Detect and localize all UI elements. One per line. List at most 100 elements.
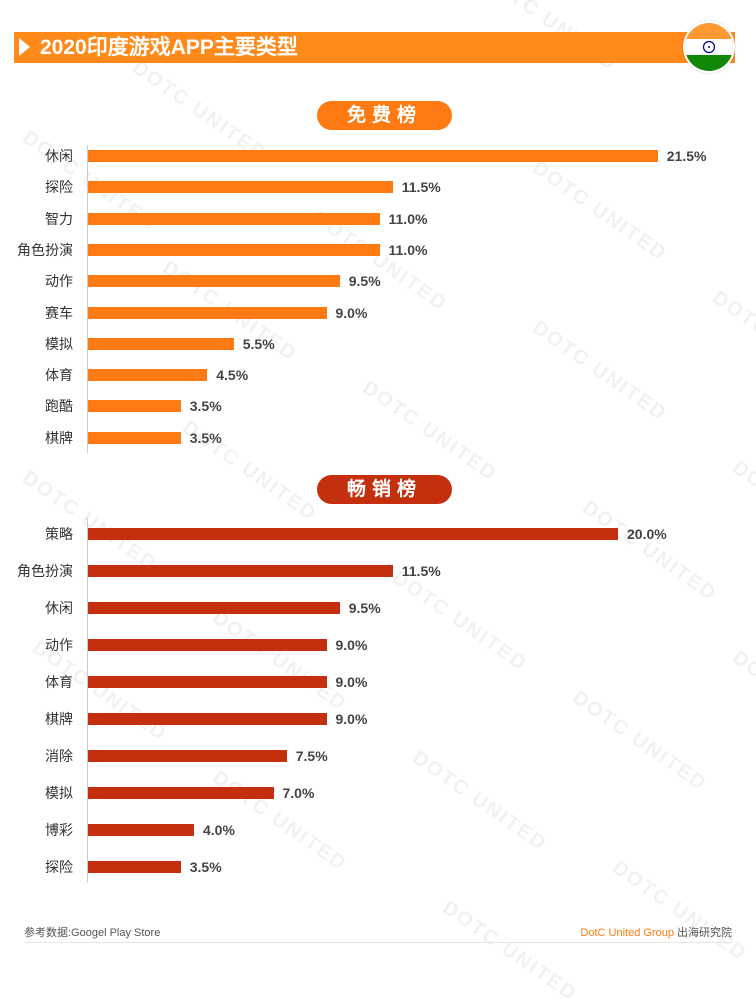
paid-value-label: 9.5%	[348, 600, 381, 616]
brand-credit: DotC United Group 出海研究院	[580, 924, 732, 940]
paid-category-label: 角色扮演	[17, 563, 73, 579]
free-value-label: 11.5%	[401, 179, 441, 196]
free-bar-row: 跑酷 3.5%	[0, 396, 756, 416]
free-bar	[88, 337, 234, 350]
free-bar	[88, 400, 181, 413]
brand-name: DotC United Group	[580, 927, 674, 939]
paid-category-label: 休闲	[45, 600, 73, 616]
free-bar-row: 赛车 9.0%	[0, 303, 756, 323]
paid-value-label: 4.0%	[203, 822, 235, 838]
free-bar-row: 角色扮演 11.0%	[0, 240, 756, 260]
paid-value-label: 7.0%	[282, 785, 315, 801]
watermark-text: DOTC UNITED	[728, 456, 756, 566]
paid-bar	[88, 824, 194, 836]
free-value-label: 9.0%	[335, 304, 368, 321]
free-value-label: 3.5%	[189, 429, 222, 446]
free-category-label: 角色扮演	[17, 241, 73, 258]
paid-bar-row: 消除 7.5%	[0, 746, 756, 766]
free-bar	[88, 150, 658, 162]
free-value-label: 4.5%	[216, 367, 249, 384]
paid-category-label: 动作	[45, 637, 73, 653]
paid-chart-axis	[87, 518, 88, 883]
free-value-label: 11.0%	[388, 210, 428, 227]
free-category-label: 动作	[45, 273, 73, 290]
source-note: 参考数据:Googel Play Store	[24, 927, 161, 939]
paid-value-label: 9.0%	[335, 711, 368, 727]
free-bar-row: 探险 11.5%	[0, 177, 756, 197]
free-bar	[88, 275, 340, 288]
free-category-label: 赛车	[45, 304, 73, 321]
paid-bar-row: 博彩 4.0%	[0, 820, 756, 840]
free-bar	[88, 181, 393, 194]
paid-value-label: 9.0%	[335, 674, 368, 690]
title-banner: 2020印度游戏APP主要类型	[14, 32, 735, 63]
paid-bar	[88, 565, 393, 577]
paid-bar-row: 角色扮演 11.5%	[0, 561, 756, 581]
paid-category-label: 体育	[45, 674, 73, 690]
free-bar	[88, 243, 380, 256]
free-category-label: 跑酷	[45, 398, 73, 415]
paid-bar-row: 探险 3.5%	[0, 857, 756, 877]
paid-bar-row: 策略 20.0%	[0, 524, 756, 544]
paid-bar-row: 休闲 9.5%	[0, 598, 756, 618]
paid-bar	[88, 750, 287, 762]
paid-bar-row: 体育 9.0%	[0, 672, 756, 692]
free-chart-axis	[87, 145, 88, 453]
paid-category-label: 棋牌	[45, 711, 73, 727]
watermark-text: DOTC UNITED	[578, 496, 721, 606]
page-title: 2020印度游戏APP主要类型	[40, 36, 298, 59]
paid-bar	[88, 639, 327, 651]
paid-bar-row: 棋牌 9.0%	[0, 709, 756, 729]
paid-category-label: 博彩	[45, 822, 73, 838]
free-bar-row: 动作 9.5%	[0, 271, 756, 291]
free-bar	[88, 306, 327, 319]
footer-divider	[24, 942, 732, 943]
paid-value-label: 11.5%	[401, 563, 441, 579]
free-category-label: 棋牌	[45, 429, 73, 446]
paid-bar-row: 动作 9.0%	[0, 635, 756, 655]
free-category-label: 探险	[45, 179, 73, 196]
institute-name: 出海研究院	[677, 927, 732, 939]
free-bar	[88, 431, 181, 444]
watermark-text: DOTC UNITED	[438, 896, 581, 1006]
watermark-text: DOTC UNITED	[568, 686, 711, 796]
free-bar	[88, 212, 380, 225]
watermark-text: DOTC UNITED	[208, 606, 351, 716]
paid-category-label: 探险	[45, 859, 73, 875]
paid-bar	[88, 787, 274, 799]
free-chart-title: 免费榜	[317, 101, 452, 130]
free-value-label: 9.5%	[348, 273, 381, 290]
free-value-label: 21.5%	[666, 148, 707, 164]
free-bar-row: 棋牌 3.5%	[0, 428, 756, 448]
paid-bar	[88, 602, 340, 614]
paid-bar-row: 模拟 7.0%	[0, 783, 756, 803]
paid-value-label: 9.0%	[335, 637, 368, 653]
free-category-label: 智力	[45, 210, 73, 227]
play-arrow-icon	[19, 38, 30, 56]
paid-value-label: 3.5%	[189, 859, 222, 875]
free-bar-row: 模拟 5.5%	[0, 334, 756, 354]
paid-bar	[88, 528, 618, 540]
paid-bar	[88, 676, 327, 688]
paid-value-label: 20.0%	[627, 526, 667, 542]
paid-value-label: 7.5%	[295, 748, 328, 764]
free-category-label: 体育	[45, 367, 73, 384]
free-bar	[88, 369, 208, 382]
free-category-label: 模拟	[45, 335, 73, 352]
paid-category-label: 策略	[45, 526, 73, 542]
free-value-label: 5.5%	[242, 335, 275, 352]
paid-bar	[88, 861, 181, 873]
watermark-text: DOTC UNITED	[728, 646, 756, 756]
paid-chart-title: 畅销榜	[317, 475, 452, 504]
paid-category-label: 模拟	[45, 785, 73, 801]
free-bar-row: 体育 4.5%	[0, 365, 756, 385]
paid-bar	[88, 713, 327, 725]
paid-category-label: 消除	[45, 748, 73, 764]
watermark-text: DOTC UNITED	[18, 466, 161, 576]
watermark-text: DOTC UNITED	[388, 566, 531, 676]
india-flag-icon	[683, 21, 735, 73]
free-category-label: 休闲	[45, 148, 73, 164]
free-bar-row: 休闲 21.5%	[0, 146, 756, 166]
free-value-label: 11.0%	[388, 241, 428, 258]
free-value-label: 3.5%	[189, 398, 222, 415]
